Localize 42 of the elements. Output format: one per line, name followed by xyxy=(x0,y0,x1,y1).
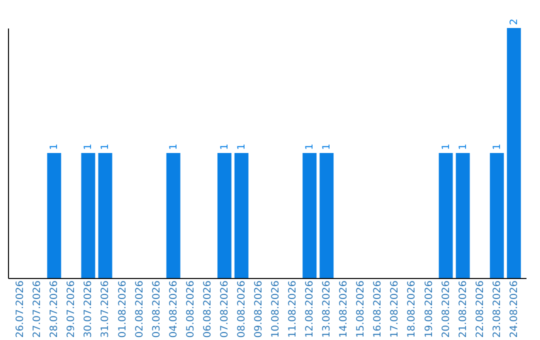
x-tick-label: 15.08.2026 xyxy=(356,280,367,338)
x-tick-label: 26.07.2026 xyxy=(15,280,26,338)
x-tick-label: 13.08.2026 xyxy=(322,280,333,338)
x-tick-label: 20.08.2026 xyxy=(440,280,452,338)
data-label: 1 xyxy=(49,144,60,150)
x-tick-label: 03.08.2026 xyxy=(151,280,162,338)
x-tick-label: 04.08.2026 xyxy=(168,280,180,338)
x-tick-label: 18.08.2026 xyxy=(406,280,418,338)
x-tick-label: 11.08.2026 xyxy=(288,280,299,338)
x-tick-label: 17.08.2026 xyxy=(390,280,401,338)
x-tick-label: 31.07.2026 xyxy=(100,280,112,338)
x-tick-label: 12.08.2026 xyxy=(304,280,316,338)
x-tick-label: 14.08.2026 xyxy=(338,280,350,338)
x-tick-label: 27.07.2026 xyxy=(32,280,44,338)
x-tick-label: 30.07.2026 xyxy=(83,280,94,338)
x-tick-label: 05.08.2026 xyxy=(185,280,196,338)
data-label: 1 xyxy=(236,144,248,150)
data-label: 1 xyxy=(492,144,503,150)
x-tick-label: 21.08.2026 xyxy=(458,280,469,338)
x-tick-label: 22.08.2026 xyxy=(474,280,486,338)
x-tick-label: 01.08.2026 xyxy=(117,280,128,338)
data-label: 1 xyxy=(219,144,230,150)
data-label: 1 xyxy=(322,144,333,150)
x-tick-label: 23.08.2026 xyxy=(492,280,503,338)
x-tick-label: 06.08.2026 xyxy=(202,280,214,338)
x-tick-label: 16.08.2026 xyxy=(372,280,384,338)
x-tick-label: 02.08.2026 xyxy=(134,280,146,338)
x-tick-label: 10.08.2026 xyxy=(270,280,282,338)
x-tick-label: 07.08.2026 xyxy=(219,280,230,338)
data-label: 2 xyxy=(508,18,520,25)
x-tick-label: 19.08.2026 xyxy=(424,280,435,338)
data-label: 1 xyxy=(83,144,94,150)
data-label: 1 xyxy=(304,144,316,150)
x-tick-label: 28.07.2026 xyxy=(49,280,60,338)
x-tick-label: 09.08.2026 xyxy=(253,280,264,338)
data-label: 1 xyxy=(440,144,452,150)
data-label: 1 xyxy=(458,144,469,150)
data-label: 1 xyxy=(100,144,112,150)
x-tick-label: 08.08.2026 xyxy=(236,280,248,338)
x-tick-label: 24.08.2026 xyxy=(508,280,520,338)
data-label: 1 xyxy=(168,144,180,150)
x-tick-label: 29.07.2026 xyxy=(66,280,78,338)
